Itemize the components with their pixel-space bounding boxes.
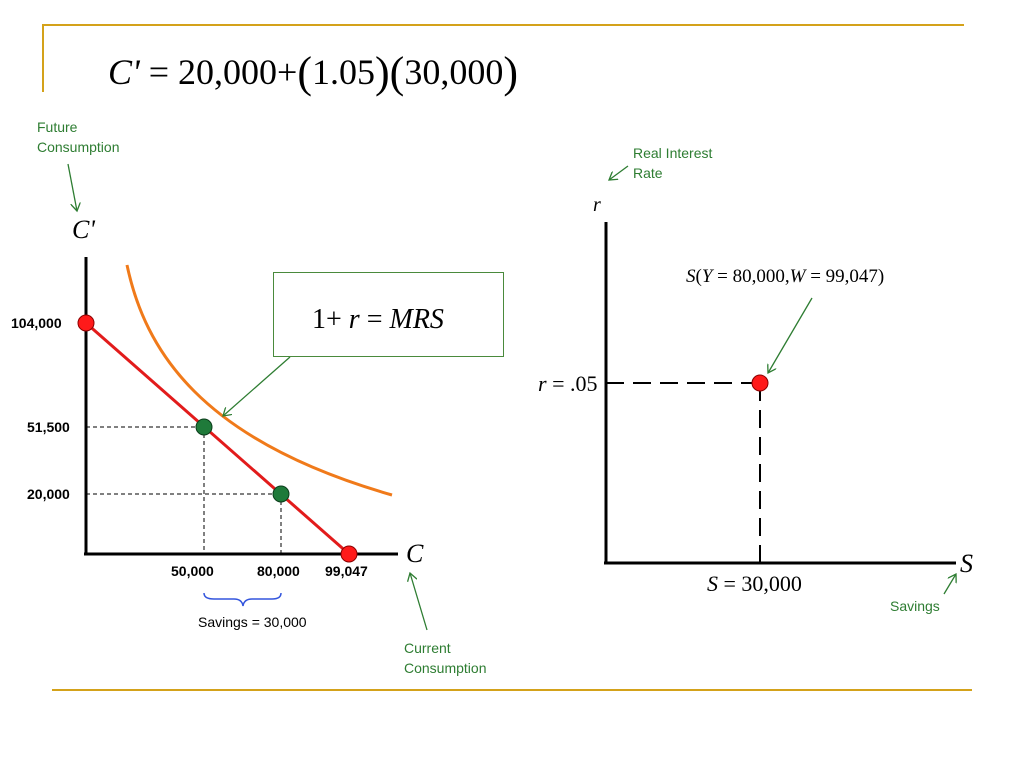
- frame-top-line: [42, 24, 964, 26]
- future-consumption-line1: Future: [37, 119, 78, 135]
- rate-value-label: r = .05: [538, 371, 597, 397]
- paren-open-1: (: [297, 48, 312, 97]
- title-formula: C' = 20,000+(1.05)(30,000): [108, 44, 518, 97]
- curve-open: (: [695, 266, 702, 287]
- mrs-lhs-one: 1+: [312, 304, 342, 335]
- title-formula-factor1: 1.05: [312, 52, 375, 92]
- y-tick-51500: 51,500: [27, 419, 70, 435]
- curve-eq2: =: [810, 266, 821, 287]
- savings-value: 30,000: [741, 571, 802, 596]
- frame-bottom-line: [52, 689, 972, 691]
- savings-value-label: S = 30,000: [707, 571, 802, 597]
- point-104000: [77, 314, 95, 332]
- rate-value: .05: [569, 371, 598, 396]
- mrs-rhs: MRS: [389, 304, 444, 335]
- title-formula-lhs: C': [108, 52, 140, 92]
- budget-line: [85, 321, 350, 556]
- savings-amount-label: Savings = 30,000: [198, 614, 307, 630]
- supply-point: [751, 374, 769, 392]
- future-consumption-label: Future Consumption: [37, 117, 120, 157]
- savings-function-label: S(Y = 80,000,W = 99,047): [686, 266, 884, 288]
- mrs-equals: =: [366, 304, 383, 335]
- current-consumption-line1: Current: [404, 640, 451, 656]
- paren-close-1: ): [375, 48, 390, 97]
- left-y-axis-symbol: C': [72, 215, 95, 244]
- title-formula-factor2: 30,000: [404, 52, 504, 92]
- mrs-arrow: [223, 356, 291, 416]
- x-tick-99047: 99,047: [325, 563, 368, 579]
- mrs-r: r: [348, 304, 360, 335]
- savings-arrow: [943, 574, 956, 595]
- supply-label-arrow: [768, 297, 813, 373]
- savings-equals: =: [723, 571, 736, 596]
- curve-eq1: =: [717, 266, 728, 287]
- title-formula-equals: =: [148, 52, 170, 92]
- future-consumption-line2: Consumption: [37, 139, 120, 155]
- rate-equals: =: [552, 371, 565, 396]
- savings-note: Savings: [890, 598, 940, 614]
- indifference-curve: [125, 264, 393, 497]
- paren-close-2: ): [503, 48, 518, 97]
- x-tick-50000: 50,000: [171, 563, 214, 579]
- right-x-axis-symbol: S: [960, 549, 973, 578]
- curve-fn: S: [686, 266, 696, 287]
- current-consumption-line2: Consumption: [404, 660, 487, 676]
- real-rate-line2: Rate: [633, 165, 663, 181]
- y-tick-20000: 20,000: [27, 486, 70, 502]
- curve-wval: 99,047: [825, 266, 878, 287]
- real-rate-arrow: [609, 165, 629, 180]
- real-rate-line1: Real Interest: [633, 145, 713, 161]
- x-tick-80000: 80,000: [257, 563, 300, 579]
- curve-yval: 80,000,: [732, 266, 790, 287]
- paren-open-2: (: [389, 48, 405, 97]
- y-tick-104000: 104,000: [11, 315, 62, 331]
- right-y-axis-symbol: r: [593, 194, 601, 216]
- title-formula-term1: 20,000: [178, 52, 278, 92]
- point-99047: [340, 545, 358, 563]
- current-consumption-arrow: [410, 573, 428, 631]
- current-consumption-label: Current Consumption: [404, 638, 487, 678]
- mrs-condition-box: [273, 272, 504, 357]
- future-consumption-arrow: [67, 163, 77, 211]
- point-80000: [272, 485, 290, 503]
- savings-brace: [203, 592, 282, 607]
- savings-symbol: S: [707, 571, 718, 596]
- point-tangency: [195, 418, 213, 436]
- title-formula-plus: +: [277, 52, 298, 92]
- mrs-equation: 1+ r = MRS: [312, 304, 444, 336]
- rate-symbol: r: [538, 371, 547, 396]
- frame-left-line: [42, 24, 44, 92]
- left-x-axis-symbol: C: [406, 539, 424, 568]
- curve-y: Y: [701, 266, 713, 287]
- real-interest-rate-label: Real Interest Rate: [633, 143, 712, 183]
- curve-w: W: [789, 266, 806, 287]
- curve-close: ): [877, 266, 885, 287]
